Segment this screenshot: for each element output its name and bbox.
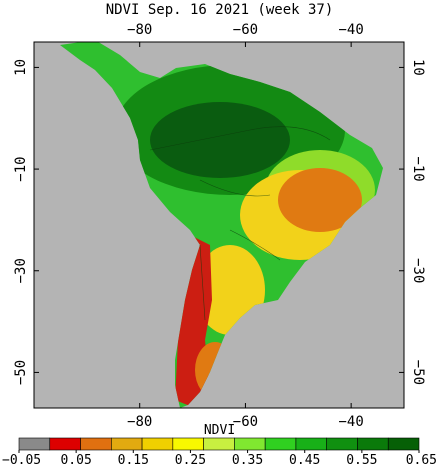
colorbar-swatch <box>203 437 235 451</box>
lon-label-top: −80 <box>127 22 152 38</box>
map-frame <box>33 41 405 409</box>
country-borders <box>149 126 331 321</box>
colorbar-swatch <box>387 437 420 451</box>
colorbar-tick-label: 0.15 <box>118 453 149 468</box>
lon-label-top: −40 <box>338 22 363 38</box>
lat-label-left: −50 <box>13 360 29 385</box>
colorbar-swatch <box>111 437 143 451</box>
colorbar-swatch <box>141 437 174 451</box>
lat-label-left: −10 <box>13 156 29 181</box>
colorbar-swatch <box>49 437 81 451</box>
colorbar-swatch <box>295 437 327 451</box>
colorbar-tick-label: 0.45 <box>289 453 320 468</box>
colorbar: −0.05 0.05 0.15 0.25 0.35 0.45 0.55 0.65 <box>2 437 437 468</box>
lon-label-bottom: −60 <box>233 414 258 430</box>
lat-label-right: −50 <box>410 360 426 385</box>
lat-label-left: −30 <box>13 258 29 283</box>
colorbar-tick-label: 0.65 <box>406 453 437 468</box>
colorbar-tick-label: 0.25 <box>175 453 206 468</box>
colorbar-label: NDVI <box>204 423 235 438</box>
colorbar-tick-label: −0.05 <box>2 453 41 468</box>
colorbar-tick-label: 0.05 <box>60 453 91 468</box>
colorbar-swatch <box>357 437 389 451</box>
colorbar-swatch <box>18 437 51 451</box>
lat-label-right: −10 <box>410 156 426 181</box>
lat-label-right: 10 <box>410 59 426 76</box>
lon-label-top: −60 <box>233 22 258 38</box>
lon-label-bottom: −80 <box>127 414 152 430</box>
colorbar-tick-label: 0.35 <box>232 453 263 468</box>
vegetation-orange-zone <box>278 168 362 232</box>
lat-label-right: −30 <box>410 258 426 283</box>
colorbar-tick-label: 0.55 <box>346 453 377 468</box>
vegetation-dense-zone <box>150 102 290 178</box>
map-axes: −80 −80 −60 −60 −40 −40 10 10 −10 −10 −30 −30 −50 −50 <box>13 22 426 430</box>
colorbar-swatch <box>326 437 358 451</box>
colorbar-swatch <box>172 437 204 451</box>
map-title: NDVI Sep. 16 2021 (week 37) <box>106 2 334 18</box>
colorbar-swatch <box>264 437 297 451</box>
lat-label-left: 10 <box>13 59 29 76</box>
colorbar-swatch <box>234 437 266 451</box>
lon-label-bottom: −40 <box>338 414 363 430</box>
colorbar-swatch <box>80 437 112 451</box>
